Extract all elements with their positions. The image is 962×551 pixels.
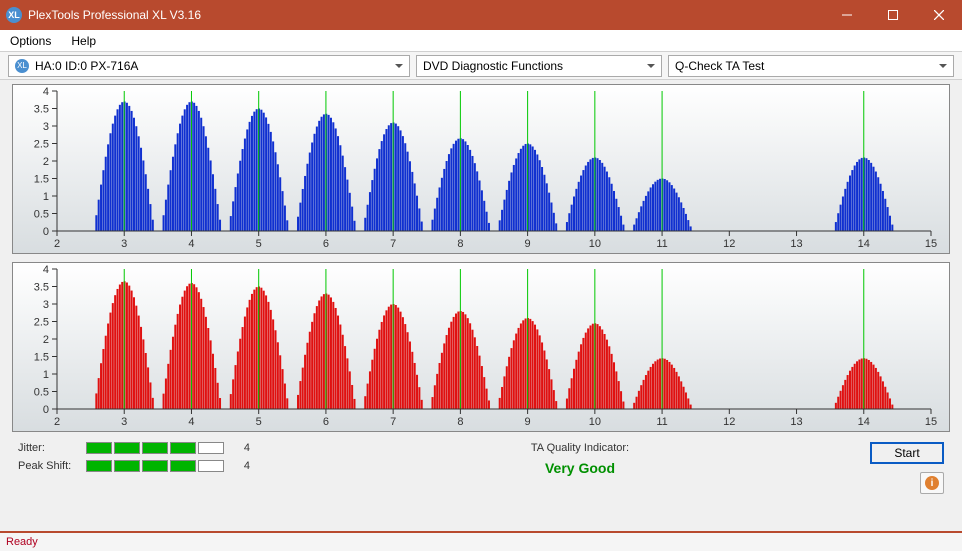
svg-text:12: 12 bbox=[723, 416, 735, 428]
meter-segment bbox=[114, 442, 140, 454]
meter-segment bbox=[114, 460, 140, 472]
quality-value: Very Good bbox=[545, 460, 615, 476]
svg-text:5: 5 bbox=[256, 238, 262, 250]
test-select-value: Q-Check TA Test bbox=[675, 59, 764, 73]
jitter-meter: Jitter: 4 bbox=[18, 442, 250, 454]
function-select-value: DVD Diagnostic Functions bbox=[423, 59, 563, 73]
meter-segment bbox=[142, 442, 168, 454]
peak-shift-meter: Peak Shift: 4 bbox=[18, 460, 250, 472]
status-text: Ready bbox=[6, 536, 38, 548]
svg-text:4: 4 bbox=[43, 264, 49, 276]
chart-bottom: 0 0.5 1 1.5 2 2.5 3 3.5 4 2 3 4 5 6 7 8 9 10 11 12 13 14 15 bbox=[12, 262, 950, 432]
svg-text:2: 2 bbox=[54, 238, 60, 250]
jitter-bars bbox=[86, 442, 224, 454]
svg-text:2: 2 bbox=[43, 156, 49, 168]
svg-text:3.5: 3.5 bbox=[34, 282, 49, 294]
app-icon: XL bbox=[6, 7, 22, 23]
svg-text:14: 14 bbox=[858, 238, 870, 250]
statusbar: Ready bbox=[0, 531, 962, 551]
svg-text:0: 0 bbox=[43, 404, 49, 416]
svg-text:3.5: 3.5 bbox=[34, 104, 49, 116]
svg-text:6: 6 bbox=[323, 238, 329, 250]
menubar: Options Help bbox=[0, 30, 962, 52]
meter-segment bbox=[86, 442, 112, 454]
minimize-button[interactable] bbox=[824, 0, 870, 30]
function-select[interactable]: DVD Diagnostic Functions bbox=[416, 55, 662, 77]
svg-text:10: 10 bbox=[589, 416, 601, 428]
meters: Jitter: 4 Peak Shift: 4 bbox=[18, 442, 250, 472]
svg-text:7: 7 bbox=[390, 238, 396, 250]
svg-text:2: 2 bbox=[43, 334, 49, 346]
quality-label: TA Quality Indicator: bbox=[531, 442, 629, 454]
close-button[interactable] bbox=[916, 0, 962, 30]
svg-text:0: 0 bbox=[43, 226, 49, 238]
meter-segment bbox=[86, 460, 112, 472]
window-title: PlexTools Professional XL V3.16 bbox=[28, 8, 824, 22]
maximize-icon bbox=[888, 10, 898, 20]
menu-help[interactable]: Help bbox=[67, 32, 100, 50]
svg-text:9: 9 bbox=[525, 416, 531, 428]
svg-text:0.5: 0.5 bbox=[34, 387, 49, 399]
svg-text:0.5: 0.5 bbox=[34, 209, 49, 221]
svg-text:1: 1 bbox=[43, 369, 49, 381]
svg-text:2.5: 2.5 bbox=[34, 317, 49, 329]
meter-segment bbox=[198, 442, 224, 454]
svg-text:13: 13 bbox=[790, 238, 802, 250]
svg-text:2: 2 bbox=[54, 416, 60, 428]
content-area: 00.511.522.533.5423456789101112131415 00… bbox=[0, 80, 962, 531]
peak-shift-value: 4 bbox=[234, 460, 250, 472]
menu-options[interactable]: Options bbox=[6, 32, 55, 50]
svg-text:8: 8 bbox=[457, 238, 463, 250]
svg-text:4: 4 bbox=[43, 86, 49, 98]
peak-shift-bars bbox=[86, 460, 224, 472]
close-icon bbox=[934, 10, 944, 20]
maximize-button[interactable] bbox=[870, 0, 916, 30]
svg-text:15: 15 bbox=[925, 416, 937, 428]
svg-text:3: 3 bbox=[43, 299, 49, 311]
svg-text:9: 9 bbox=[525, 238, 531, 250]
svg-text:12: 12 bbox=[723, 238, 735, 250]
meter-segment bbox=[170, 442, 196, 454]
peak-shift-label: Peak Shift: bbox=[18, 460, 76, 472]
svg-text:1: 1 bbox=[43, 191, 49, 203]
jitter-label: Jitter: bbox=[18, 442, 76, 454]
test-select[interactable]: Q-Check TA Test bbox=[668, 55, 954, 77]
svg-text:14: 14 bbox=[858, 416, 870, 428]
start-button[interactable]: Start bbox=[870, 442, 944, 464]
svg-text:11: 11 bbox=[656, 416, 667, 428]
drive-select[interactable]: XL HA:0 ID:0 PX-716A bbox=[8, 55, 410, 77]
svg-text:6: 6 bbox=[323, 416, 329, 428]
meter-segment bbox=[198, 460, 224, 472]
minimize-icon bbox=[842, 10, 852, 20]
svg-text:5: 5 bbox=[256, 416, 262, 428]
svg-text:4: 4 bbox=[188, 238, 194, 250]
toolbar: XL HA:0 ID:0 PX-716A DVD Diagnostic Func… bbox=[0, 52, 962, 80]
svg-text:7: 7 bbox=[390, 416, 396, 428]
svg-text:11: 11 bbox=[656, 238, 667, 250]
titlebar: XL PlexTools Professional XL V3.16 bbox=[0, 0, 962, 30]
quality-indicator: TA Quality Indicator: Very Good bbox=[310, 442, 850, 476]
svg-text:13: 13 bbox=[790, 416, 802, 428]
svg-text:4: 4 bbox=[188, 416, 194, 428]
svg-text:15: 15 bbox=[925, 238, 937, 250]
svg-text:2.5: 2.5 bbox=[34, 139, 49, 151]
svg-text:3: 3 bbox=[43, 121, 49, 133]
svg-text:8: 8 bbox=[457, 416, 463, 428]
info-icon: i bbox=[925, 476, 939, 490]
meter-segment bbox=[170, 460, 196, 472]
info-button[interactable]: i bbox=[920, 472, 944, 494]
drive-icon: XL bbox=[15, 59, 29, 73]
svg-text:3: 3 bbox=[121, 416, 127, 428]
button-column: Start i bbox=[870, 442, 944, 494]
drive-select-value: HA:0 ID:0 PX-716A bbox=[35, 59, 138, 73]
svg-text:1.5: 1.5 bbox=[34, 174, 49, 186]
chart-top: 0 0.5 1 1.5 2 2.5 3 3.5 4 2 3 4 5 6 7 8 9 10 11 12 13 14 15 bbox=[12, 84, 950, 254]
svg-text:3: 3 bbox=[121, 238, 127, 250]
jitter-value: 4 bbox=[234, 442, 250, 454]
svg-text:10: 10 bbox=[589, 238, 601, 250]
meter-segment bbox=[142, 460, 168, 472]
svg-text:1.5: 1.5 bbox=[34, 352, 49, 364]
results-row: Jitter: 4 Peak Shift: 4 TA Quality Indic… bbox=[12, 440, 950, 498]
